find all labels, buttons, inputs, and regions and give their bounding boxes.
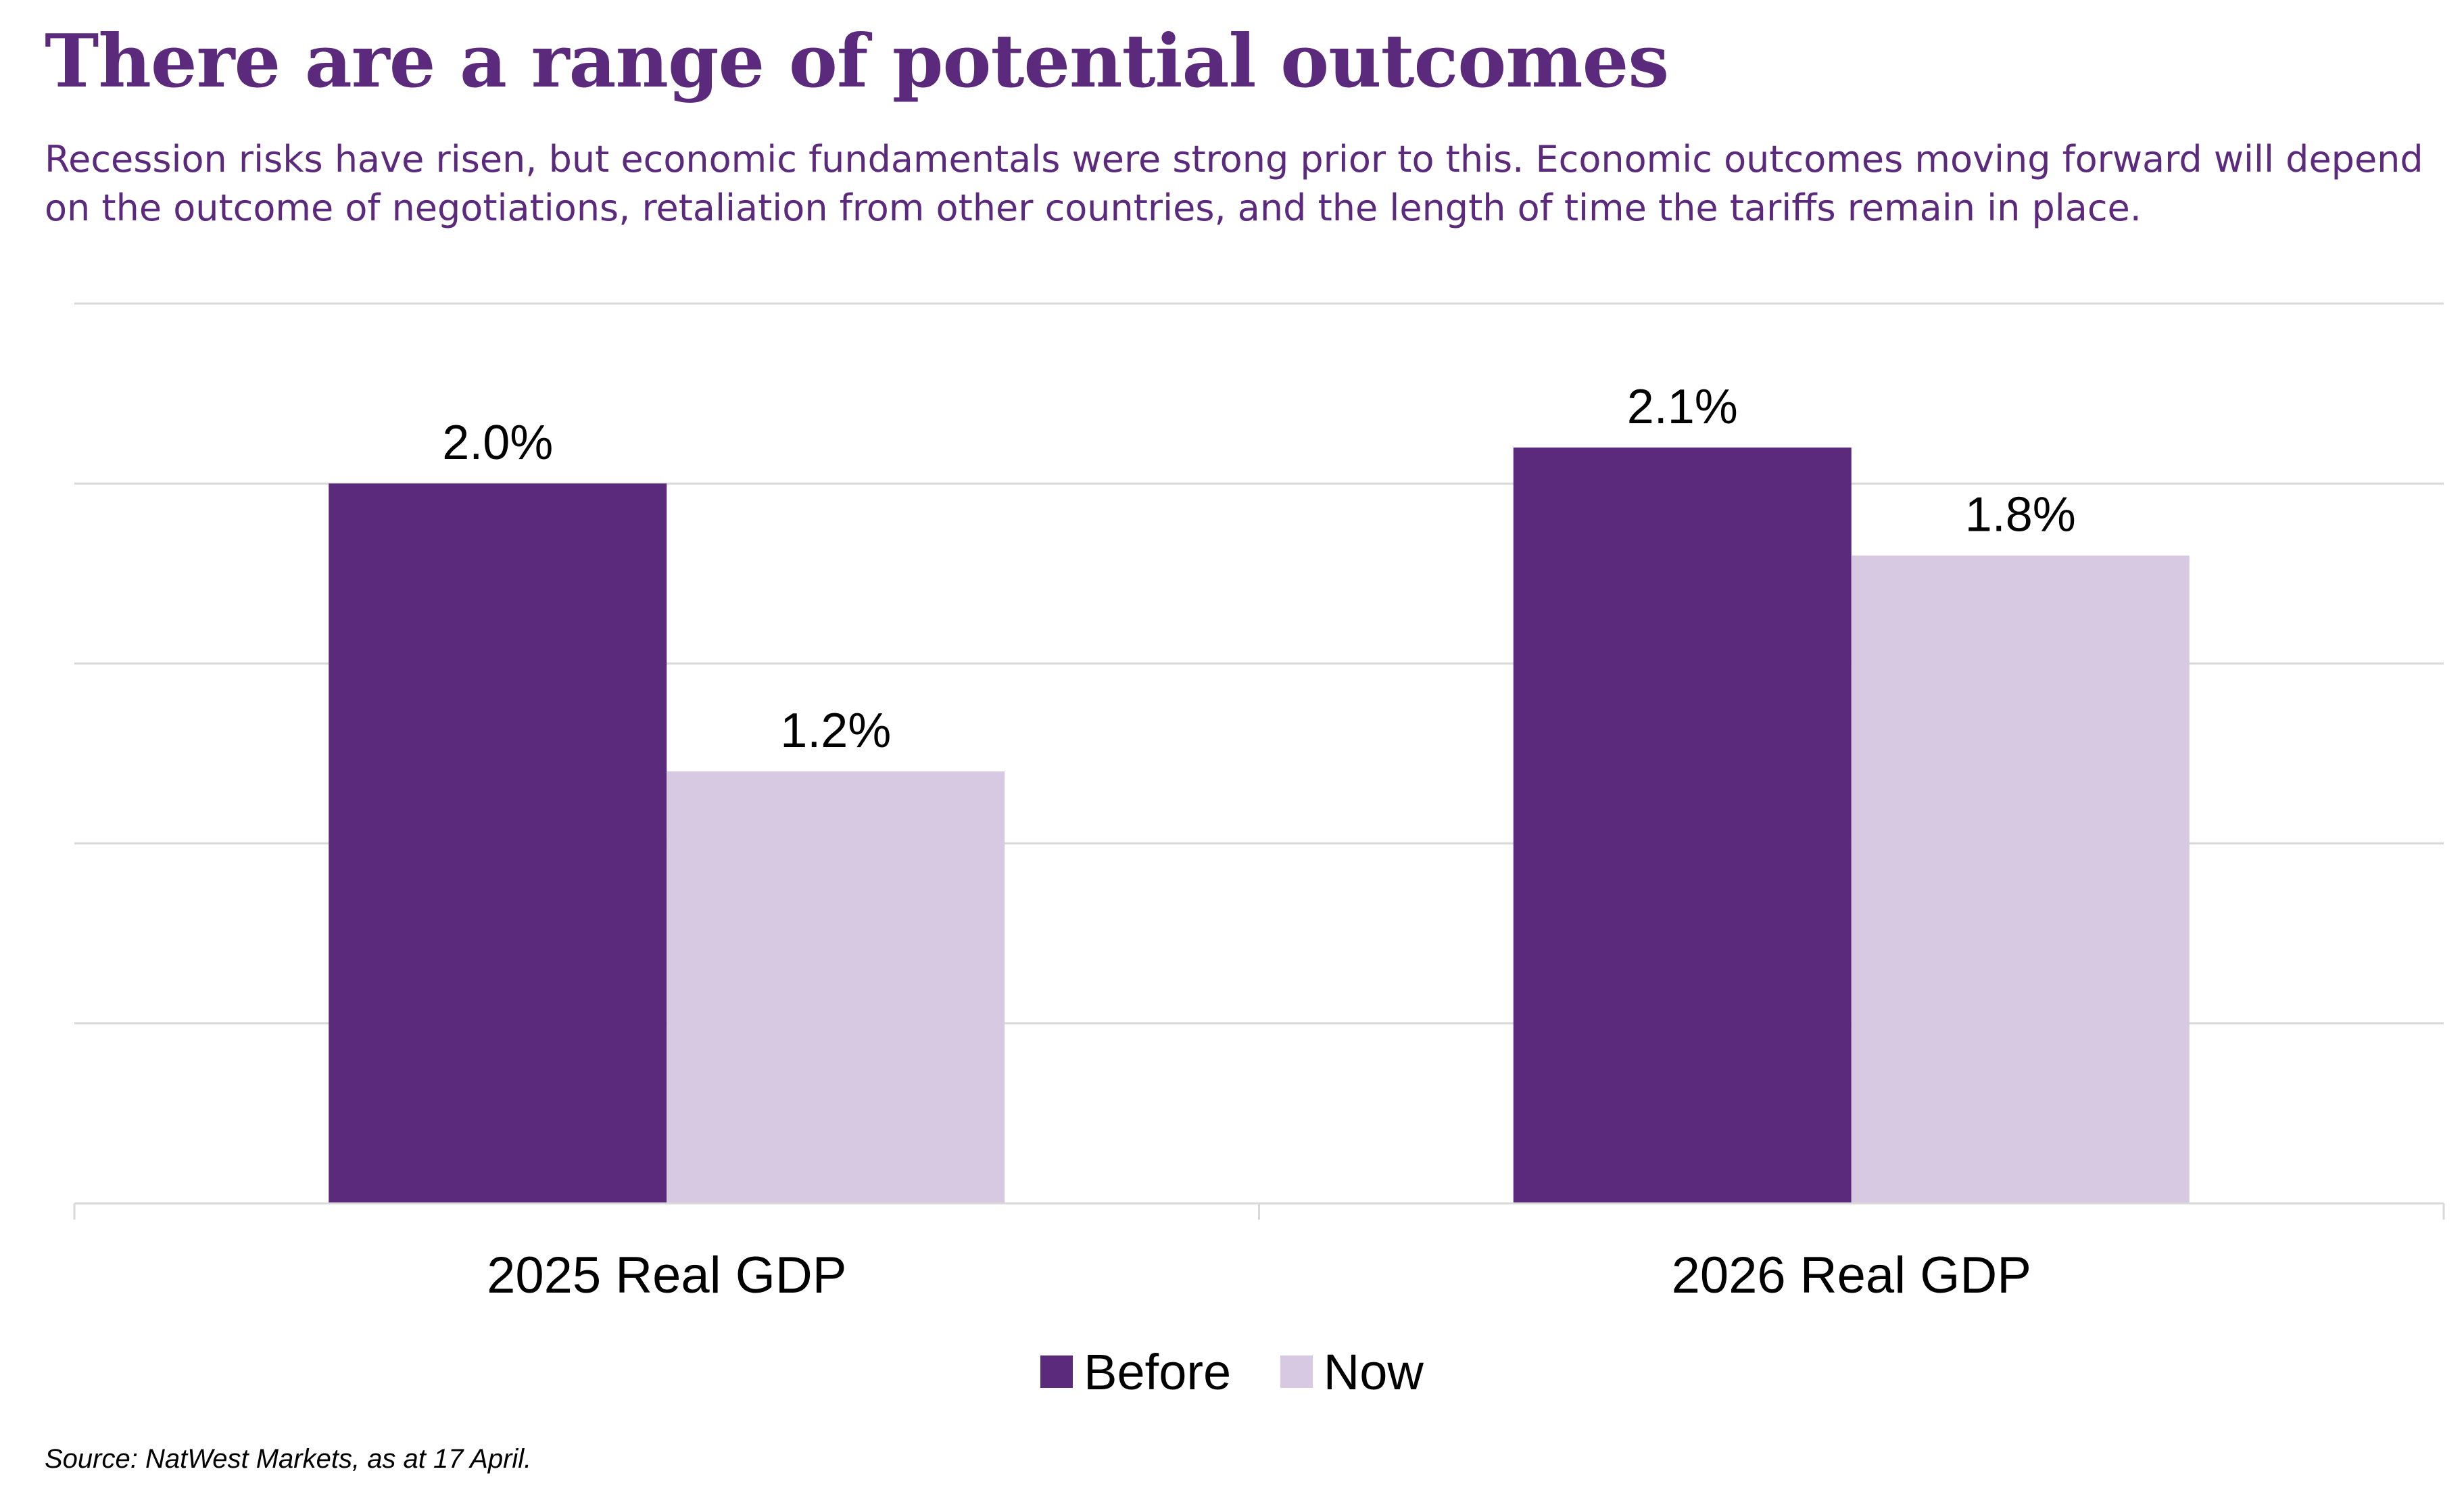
bar-before-1: [329, 483, 667, 1204]
category-label-2: 2026 Real GDP: [1672, 1247, 2031, 1304]
bars: [329, 447, 2190, 1204]
legend-swatch-before: [1040, 1355, 1073, 1388]
legend: Before Now: [0, 1342, 2464, 1401]
legend-item-now: Now: [1280, 1343, 1424, 1401]
data-label-now-2: 1.8%: [1965, 488, 2076, 542]
data-label-now-1: 1.2%: [780, 704, 891, 758]
data-label-before-2: 2.1%: [1627, 380, 1738, 434]
bar-before-2: [1513, 447, 1852, 1204]
category-labels: 2025 Real GDP 2026 Real GDP: [487, 1247, 2031, 1304]
legend-label-before: Before: [1084, 1343, 1232, 1400]
chart-title: There are a range of potential outcomes: [45, 19, 1669, 104]
legend-item-before: Before: [1040, 1343, 1231, 1401]
bar-now-1: [667, 771, 1005, 1203]
legend-swatch-now: [1280, 1355, 1313, 1388]
x-axis: [73, 1202, 2445, 1220]
data-label-before-1: 2.0%: [442, 416, 553, 470]
bar-now-2: [1851, 555, 2190, 1203]
source-note: Source: NatWest Markets, as at 17 April.: [45, 1444, 532, 1474]
chart-subtitle: Recession risks have risen, but economic…: [45, 138, 2423, 229]
legend-label-now: Now: [1323, 1343, 1424, 1400]
category-label-1: 2025 Real GDP: [487, 1247, 846, 1304]
data-labels: 2.0% 1.2% 2.1% 1.8%: [442, 380, 2076, 758]
